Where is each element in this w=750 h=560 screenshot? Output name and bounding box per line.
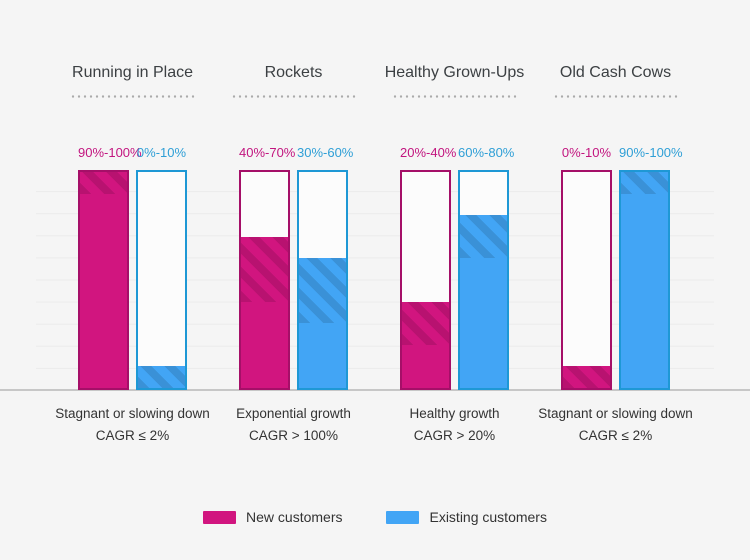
bar-pair — [400, 170, 509, 390]
x-axis-baseline — [0, 389, 750, 391]
existing-customers-bar — [297, 170, 348, 390]
new-hatch-fill — [563, 366, 610, 388]
cagr-label: CAGR ≤ 2% — [95, 428, 170, 443]
bar-pair — [78, 170, 187, 390]
dotted-divider — [230, 95, 357, 98]
new-hatch-fill — [241, 236, 288, 302]
new-solid-fill — [402, 344, 449, 388]
segment-title: Old Cash Cows — [559, 64, 672, 81]
new-range-label: 20%-40% — [400, 145, 457, 160]
existing-range-label: 60%-80% — [458, 145, 515, 160]
cagr-label: CAGR > 20% — [413, 428, 496, 443]
cagr-label: CAGR > 100% — [249, 428, 338, 443]
bar-pair — [239, 170, 348, 390]
chart-groups: Running in Place 90%-100% 0%-10% Stagnan… — [52, 0, 696, 447]
range-labels: 90%-100% 0%-10% — [78, 144, 187, 161]
dotted-divider — [552, 95, 679, 98]
range-labels: 40%-70% 30%-60% — [239, 144, 354, 161]
segment-group-rockets: Rockets 40%-70% 30%-60% Exponential grow… — [213, 0, 374, 447]
existing-solid-fill — [460, 258, 507, 388]
dotted-divider — [391, 95, 518, 98]
segment-title: Healthy Grown-Ups — [384, 64, 525, 81]
new-hatch-fill — [402, 301, 449, 345]
new-customers-bar — [78, 170, 129, 390]
cagr-label: CAGR ≤ 2% — [578, 428, 653, 443]
new-customers-bar — [400, 170, 451, 390]
growth-description: Exponential growth — [236, 406, 351, 421]
new-customers-bar — [239, 170, 290, 390]
existing-customers-bar — [619, 170, 670, 390]
existing-solid-fill — [621, 193, 668, 388]
range-labels: 20%-40% 60%-80% — [400, 144, 515, 161]
new-range-label: 90%-100% — [78, 145, 142, 160]
segment-footer: Exponential growth CAGR > 100% — [236, 403, 351, 447]
existing-range-label: 90%-100% — [619, 145, 683, 160]
existing-customers-bar — [458, 170, 509, 390]
segment-footer: Healthy growth CAGR > 20% — [409, 403, 499, 447]
existing-range-label: 30%-60% — [297, 145, 354, 160]
growth-description: Stagnant or slowing down — [55, 406, 210, 421]
legend-label: Existing customers — [429, 509, 547, 525]
bar-pair — [561, 170, 670, 390]
existing-hatch-fill — [460, 215, 507, 259]
existing-range-label: 0%-10% — [136, 145, 187, 160]
segment-footer: Stagnant or slowing down CAGR ≤ 2% — [55, 403, 210, 447]
new-solid-fill — [80, 193, 127, 388]
growth-description: Stagnant or slowing down — [538, 406, 693, 421]
new-solid-fill — [241, 301, 288, 388]
existing-solid-fill — [299, 323, 346, 388]
new-customers-bar — [561, 170, 612, 390]
existing-customers-bar — [136, 170, 187, 390]
segment-group-running-in-place: Running in Place 90%-100% 0%-10% Stagnan… — [52, 0, 213, 447]
segment-title: Rockets — [264, 64, 323, 81]
dotted-divider — [69, 95, 196, 98]
segment-group-healthy-grown-ups: Healthy Grown-Ups 20%-40% 60%-80% Health… — [374, 0, 535, 447]
segment-footer: Stagnant or slowing down CAGR ≤ 2% — [538, 403, 693, 447]
existing-hatch-fill — [621, 172, 668, 194]
new-range-label: 0%-10% — [561, 145, 612, 160]
new-customers-swatch — [203, 510, 237, 524]
range-labels: 0%-10% 90%-100% — [561, 144, 683, 161]
legend-item-new-customers: New customers — [203, 509, 342, 525]
segment-group-old-cash-cows: Old Cash Cows 0%-10% 90%-100% Stagnant o… — [535, 0, 696, 447]
existing-customers-swatch — [386, 510, 420, 524]
existing-hatch-fill — [138, 366, 185, 388]
segment-title: Running in Place — [72, 64, 193, 81]
new-hatch-fill — [80, 172, 127, 194]
new-range-label: 40%-70% — [239, 145, 296, 160]
growth-description: Healthy growth — [409, 406, 500, 421]
legend-item-existing-customers: Existing customers — [386, 509, 547, 525]
existing-hatch-fill — [299, 258, 346, 324]
legend: New customers Existing customers — [0, 504, 750, 530]
legend-label: New customers — [246, 509, 343, 525]
